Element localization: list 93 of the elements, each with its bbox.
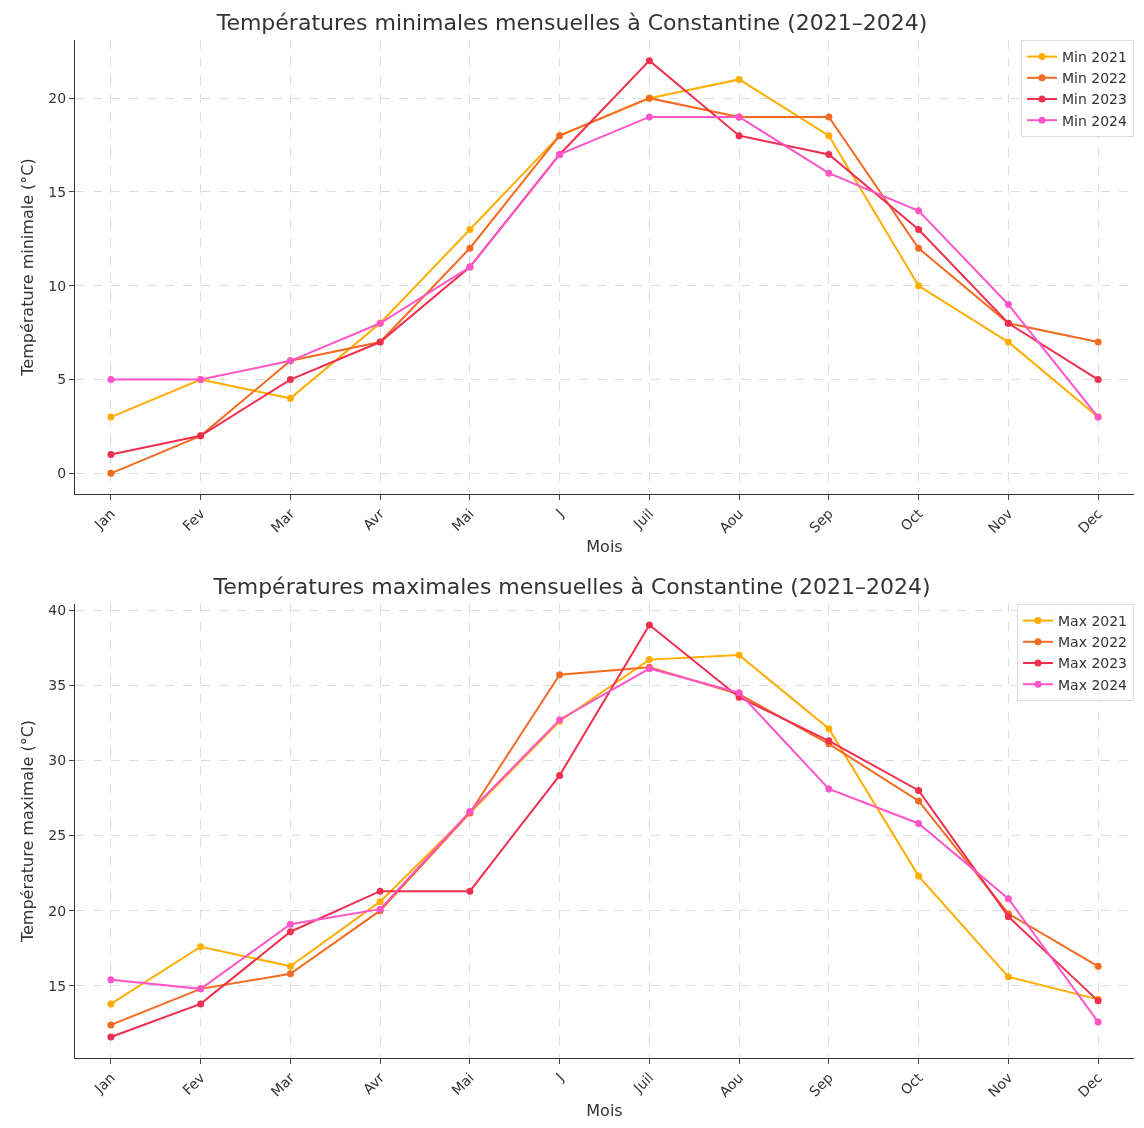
x-tick-label: Oct — [897, 1069, 927, 1098]
y-tick-label: 35 — [48, 677, 67, 694]
point — [107, 376, 115, 384]
legend-label: Max 2024 — [1058, 676, 1128, 693]
x-tick-label: Sep — [805, 505, 837, 536]
legend-label: Max 2023 — [1058, 655, 1128, 672]
point — [1004, 301, 1012, 309]
x-axis-title: Mois — [586, 1101, 623, 1120]
point — [915, 797, 923, 805]
y-tick-label: 0 — [57, 465, 67, 482]
x-axis-title: Mois — [586, 537, 623, 556]
point — [825, 113, 833, 121]
chart-title: Températures maximales mensuelles à Constantine (2021–2024) — [212, 573, 931, 599]
point — [286, 376, 294, 384]
point — [466, 244, 474, 252]
point — [107, 413, 115, 421]
point — [556, 671, 564, 679]
legend-label: Max 2022 — [1058, 634, 1128, 651]
point — [286, 962, 294, 970]
x-tick-label: Jan — [90, 1069, 118, 1097]
x-tick-label: Fev — [179, 505, 208, 534]
chart-title: Températures minimales mensuelles à Constantine (2021–2024) — [215, 9, 928, 35]
x-tick-label: Dec — [1074, 1069, 1106, 1101]
point — [107, 1021, 115, 1029]
y-tick-label: 15 — [48, 977, 67, 994]
point — [735, 651, 743, 659]
point — [825, 785, 833, 793]
point — [915, 786, 923, 794]
x-tick-label: Mai — [448, 505, 477, 535]
legend-label: Min 2023 — [1062, 91, 1127, 108]
legend-label: Max 2021 — [1058, 613, 1128, 630]
point — [645, 113, 653, 121]
point — [197, 1000, 205, 1008]
point — [735, 75, 743, 83]
point — [107, 469, 115, 477]
x-tick-label: Fev — [179, 1069, 208, 1098]
x-tick-label: Avr — [359, 505, 388, 533]
point — [825, 150, 833, 158]
y-tick-label: 40 — [48, 601, 67, 618]
point — [825, 725, 833, 733]
y-tick-label: 5 — [57, 371, 67, 388]
point — [915, 207, 923, 215]
point — [107, 451, 115, 459]
point — [915, 244, 923, 252]
x-tick-label: Avr — [359, 1069, 388, 1097]
y-tick-label: 25 — [48, 827, 67, 844]
point — [915, 872, 923, 880]
point — [376, 887, 384, 895]
y-tick-label: 20 — [48, 902, 67, 919]
point — [286, 920, 294, 928]
x-tick-label: Sep — [805, 1069, 837, 1100]
x-tick-label: J — [551, 1069, 567, 1085]
point — [197, 943, 205, 951]
point — [466, 225, 474, 233]
point — [286, 970, 294, 978]
point — [286, 394, 294, 402]
point — [825, 132, 833, 140]
point — [645, 656, 653, 664]
y-tick-label: 20 — [48, 90, 67, 107]
point — [1094, 1018, 1102, 1026]
point — [1004, 338, 1012, 346]
point — [1004, 895, 1012, 903]
y-tick-label: 15 — [48, 183, 67, 200]
point — [915, 819, 923, 827]
point — [107, 1033, 115, 1041]
x-tick-label: Mai — [448, 1069, 477, 1099]
x-tick-label: Dec — [1074, 505, 1106, 537]
point — [107, 1000, 115, 1008]
y-tick-label: 30 — [48, 752, 67, 769]
point — [107, 976, 115, 984]
point — [1094, 338, 1102, 346]
point — [376, 898, 384, 906]
point — [825, 169, 833, 177]
point — [466, 887, 474, 895]
y-axis-title: Température minimale (°C) — [18, 158, 37, 377]
point — [735, 132, 743, 140]
point — [915, 225, 923, 233]
point — [645, 621, 653, 629]
point — [645, 57, 653, 65]
x-tick-label: Jan — [90, 505, 118, 533]
legend-label: Min 2022 — [1062, 70, 1127, 87]
point — [915, 282, 923, 290]
x-tick-label: Oct — [897, 505, 927, 534]
point — [286, 928, 294, 936]
y-axis-title: Température maximale (°C) — [18, 719, 37, 944]
x-tick-label: J — [551, 505, 567, 521]
legend-label: Min 2021 — [1062, 49, 1127, 66]
point — [556, 771, 564, 779]
point — [1004, 973, 1012, 981]
point — [1094, 962, 1102, 970]
legend-label: Min 2024 — [1062, 112, 1128, 129]
point — [1094, 376, 1102, 384]
y-tick-label: 10 — [48, 277, 67, 294]
